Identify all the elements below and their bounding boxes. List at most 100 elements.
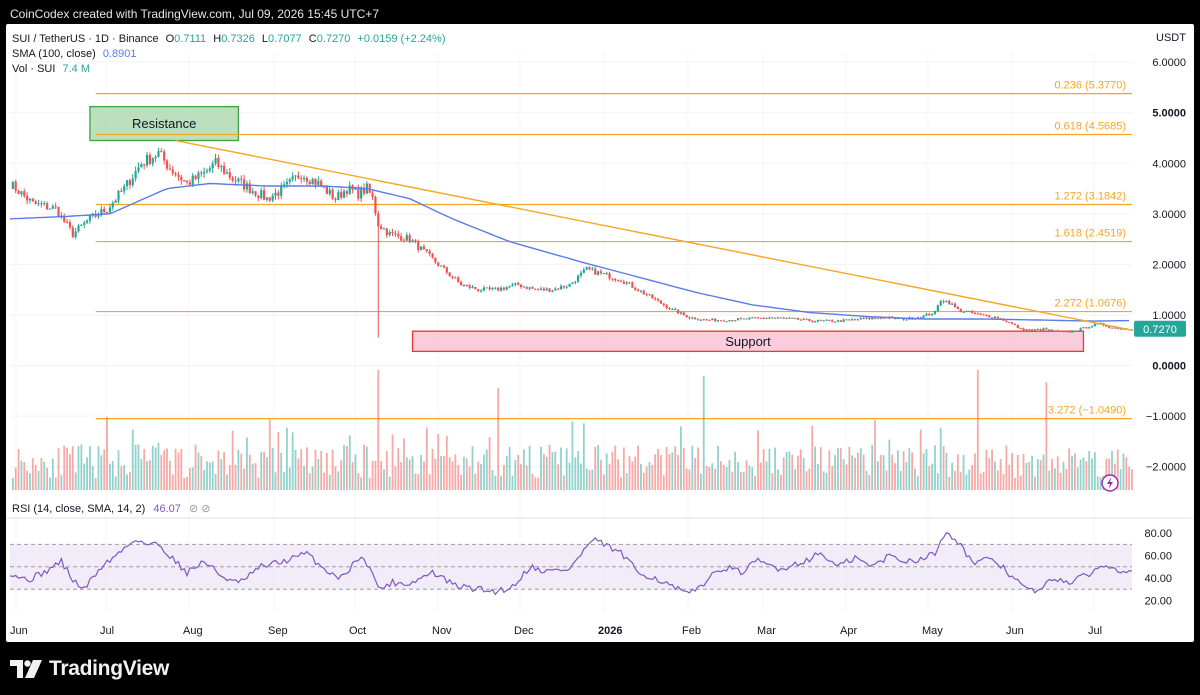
volume-indicator-button[interactable] [1101, 474, 1119, 492]
volume-bar [548, 444, 551, 490]
volume-bar [240, 453, 243, 490]
candle-body [203, 171, 206, 174]
candle-body [505, 287, 508, 290]
volume-bar [580, 463, 582, 490]
volume-bar [291, 432, 294, 490]
candle-body [17, 190, 20, 195]
volume-bar [777, 469, 779, 490]
candle-body [340, 192, 343, 198]
volume-bar [331, 449, 334, 490]
volume-bar [714, 468, 717, 490]
candle-body [859, 317, 862, 320]
volume-bar [537, 477, 540, 490]
volume-bar [734, 451, 737, 490]
price-axis-label: −1.0000 [1146, 411, 1186, 423]
volume-bar [916, 476, 919, 490]
volume-bar [936, 472, 939, 490]
candle-body [685, 314, 688, 318]
candle-body [754, 317, 757, 319]
volume-bar [111, 460, 114, 490]
candle-body [285, 181, 289, 185]
volume-bar [160, 454, 163, 490]
volume-bar [191, 467, 194, 490]
candle-body [11, 181, 14, 189]
volume-bar [243, 468, 246, 490]
candle-body [394, 233, 397, 235]
volume-bar [879, 454, 882, 490]
volume-bar [445, 435, 448, 490]
chart-svg[interactable]: Resistance Support 0.236 (5.3770) 0.618 (4… [6, 24, 1194, 642]
candle-body [257, 195, 260, 198]
legend-high: 0.7326 [221, 33, 255, 45]
candle-body [277, 192, 280, 196]
volume-bar [214, 474, 217, 490]
volume-bar [434, 458, 437, 490]
candle-body [599, 271, 603, 274]
candle-body [448, 272, 451, 276]
candle-body [993, 316, 997, 319]
candle-body [40, 203, 43, 205]
volume-bar [1005, 445, 1008, 490]
candle-body [325, 186, 329, 194]
candle-body [988, 315, 991, 318]
candle-body [594, 268, 597, 275]
candle-body [819, 320, 822, 322]
candle-body [873, 317, 877, 319]
candle-body [916, 317, 919, 319]
candle-body [354, 187, 357, 190]
candle-body [459, 281, 463, 286]
volume-bar [662, 475, 665, 490]
volume-bar [1039, 460, 1042, 490]
candle-body [928, 313, 931, 316]
volume-bar [46, 467, 49, 490]
candle-body [771, 317, 774, 319]
volume-bar [129, 472, 131, 490]
volume-bar [1025, 463, 1028, 490]
candle-body [228, 172, 231, 178]
candle-body [491, 288, 494, 290]
volume-bar [1119, 469, 1122, 490]
volume-bar [600, 459, 602, 490]
candle-body [328, 189, 331, 194]
candle-body [1013, 323, 1017, 326]
volume-bar [677, 454, 679, 490]
volume-bar [708, 467, 711, 490]
volume-bar [1008, 464, 1011, 490]
trend-line [175, 139, 1133, 331]
candle-body [791, 317, 794, 319]
candle-body [268, 197, 271, 201]
candle-body [1019, 328, 1022, 330]
rsi-panel [6, 517, 1194, 596]
candle-body [582, 269, 585, 273]
rsi-axis-label: 40.00 [1144, 573, 1172, 585]
candle-body [668, 308, 671, 310]
candle-body [148, 154, 151, 164]
candle-body [951, 303, 954, 305]
candle-body [722, 320, 725, 322]
candle-body [525, 286, 528, 289]
volume-bar [945, 452, 948, 490]
candle-body [519, 284, 523, 287]
price-axis-label: 0.0000 [1152, 361, 1186, 373]
chart-panel[interactable]: Resistance Support 0.236 (5.3770) 0.618 (4… [6, 24, 1194, 642]
volume-bar [685, 468, 688, 490]
volume-bar [517, 454, 520, 490]
candle-body [1022, 328, 1025, 331]
time-axis-label: Jul [1088, 625, 1102, 637]
volume-bar [854, 457, 856, 490]
volume-bar [520, 463, 522, 490]
candle-body [971, 311, 974, 313]
price-axis-label: 2.0000 [1152, 259, 1186, 271]
volume-bar [871, 444, 874, 490]
volume-bar [919, 429, 922, 490]
candle-body [554, 288, 557, 291]
candle-body [602, 273, 605, 275]
volume-bar [711, 463, 714, 490]
candle-body [1010, 322, 1014, 324]
volume-bar [1125, 457, 1128, 490]
volume-bar [834, 455, 836, 490]
volume-bar [828, 450, 831, 490]
candle-body [174, 173, 177, 175]
price-axis-label: 5.0000 [1152, 108, 1186, 120]
volume-bar [911, 452, 914, 490]
